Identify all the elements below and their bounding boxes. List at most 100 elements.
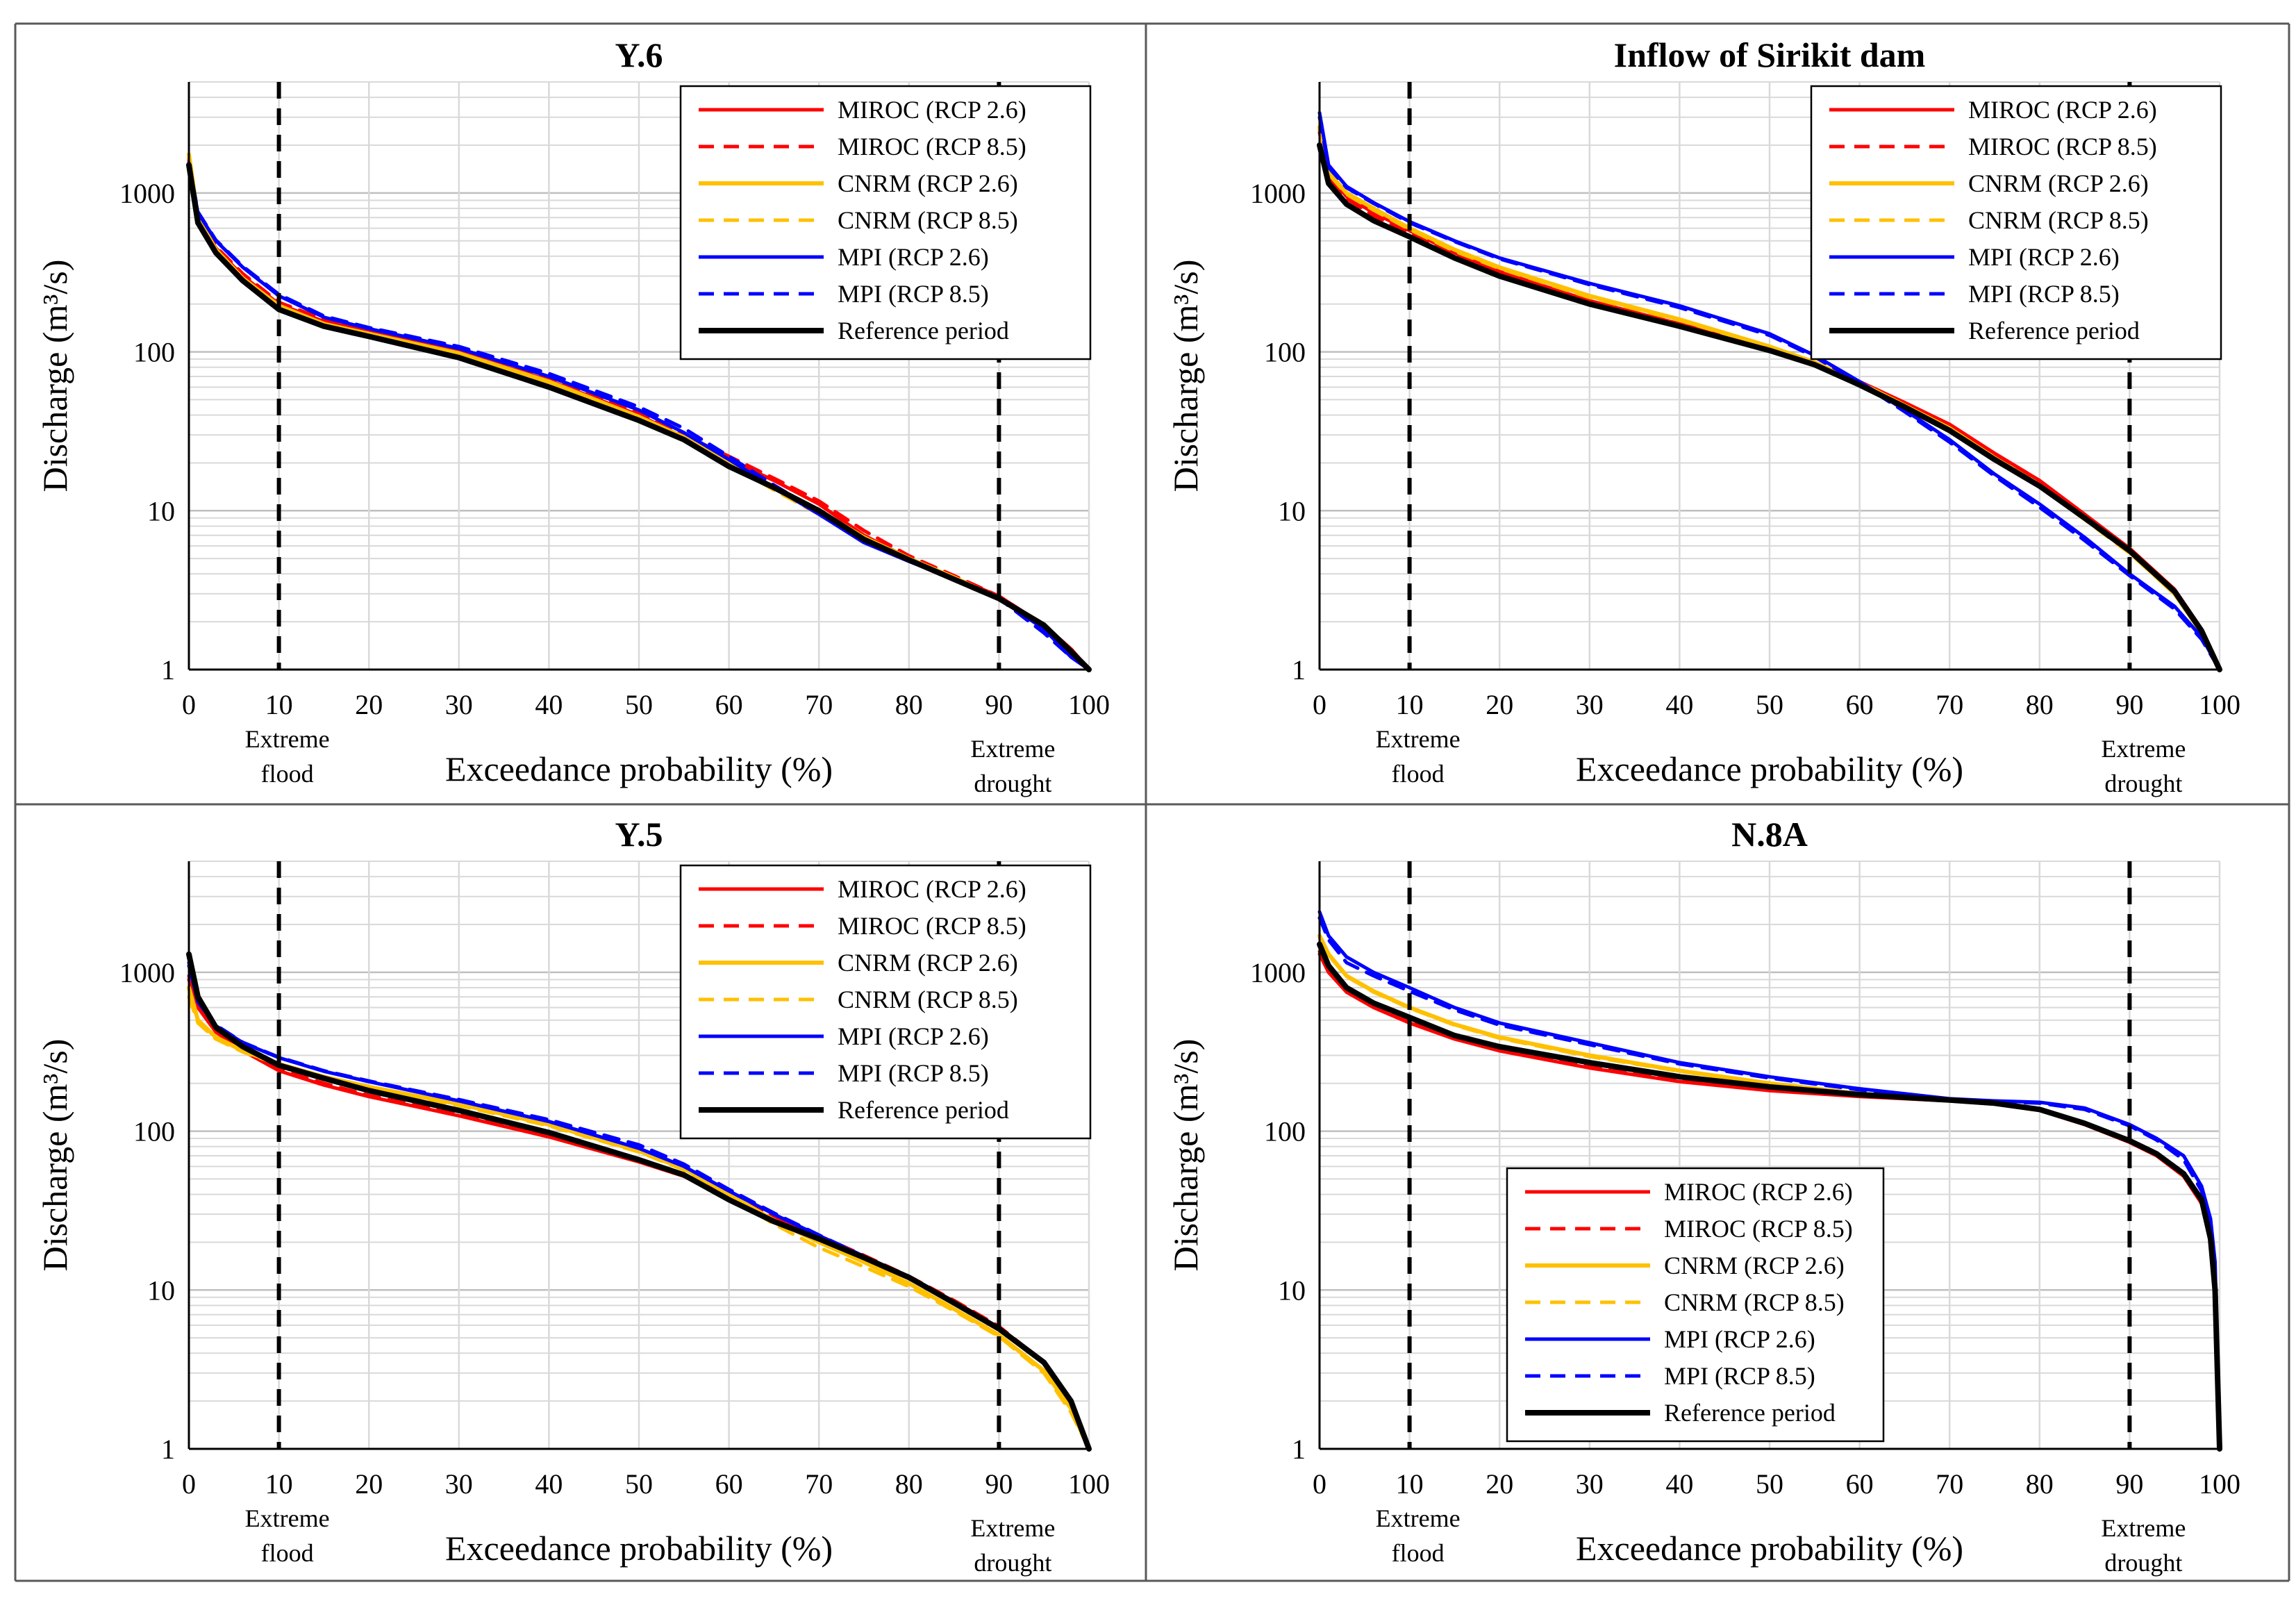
x-tick-label: 90 [2115, 1468, 2143, 1500]
legend-label-cnrm-rcp-2-6: CNRM (RCP 2.6) [1664, 1252, 1845, 1279]
y-tick-label: 100 [133, 1116, 175, 1147]
legend-label-reference-period: Reference period [1968, 317, 2140, 345]
x-tick-label: 20 [355, 689, 383, 720]
y-tick-label: 100 [1264, 337, 1306, 368]
x-tick-label: 60 [1846, 689, 1874, 720]
series-line-reference-period [1317, 142, 2222, 672]
x-axis-label: Exceedance probability (%) [1576, 749, 1963, 788]
x-tick-label: 50 [1756, 689, 1783, 720]
legend-label-miroc-rcp-2-6: MIROC (RCP 2.6) [1664, 1178, 1853, 1206]
x-tick-label: 0 [182, 1468, 196, 1500]
x-tick-label: 40 [535, 689, 563, 720]
y-tick-label: 1000 [119, 178, 175, 209]
y-axis-label: Discharge (m³/s) [35, 1039, 74, 1272]
x-tick-label: 20 [1486, 1468, 1513, 1500]
y-tick-label: 1 [1292, 654, 1306, 686]
x-tick-label: 0 [182, 689, 196, 720]
y-tick-label: 1000 [1250, 178, 1306, 209]
annotation-label-line2: flood [1392, 760, 1445, 788]
chart-panel-y-5: 0 10 20 30 40 50 60 70 80 90 1001101001000Extremef… [35, 815, 1110, 1577]
x-tick-label: 20 [1486, 689, 1513, 720]
chart-panel-y-6: 0 10 20 30 40 50 60 70 80 90 1001101001000Extremef… [35, 35, 1110, 797]
x-tick-label: 100 [2199, 689, 2240, 720]
legend-label-mpi-rcp-2-6: MPI (RCP 2.6) [1968, 243, 2120, 271]
annotation-label-line1: Extreme [970, 1514, 1055, 1542]
legend-label-mpi-rcp-8-5: MPI (RCP 8.5) [838, 280, 989, 308]
x-tick-label: 80 [2026, 1468, 2054, 1500]
annotation-label-line1: Extreme [970, 735, 1055, 763]
x-tick-label: 60 [715, 1468, 743, 1500]
annotation-label-line1: Extreme [1376, 1504, 1461, 1532]
annotation-label-line1: Extreme [245, 1504, 330, 1532]
x-tick-label: 70 [805, 1468, 833, 1500]
annotation-label-line1: Extreme [2101, 735, 2186, 763]
y-axis-label: Discharge (m³/s) [1166, 1039, 1205, 1272]
annotation-label-line1: Extreme [2101, 1514, 2186, 1542]
legend: MIROC (RCP 2.6) MIROC (RCP 8.5) CNRM (RCP … [1506, 1167, 1885, 1443]
y-axis-label: Discharge (m³/s) [1166, 260, 1205, 492]
legend-label-cnrm-rcp-8-5: CNRM (RCP 8.5) [838, 206, 1018, 234]
series-line-miroc-rcp-8-5 [187, 156, 1091, 672]
legend-label-cnrm-rcp-2-6: CNRM (RCP 2.6) [838, 169, 1018, 197]
legend-label-miroc-rcp-8-5: MIROC (RCP 8.5) [1968, 133, 2157, 160]
x-tick-label: 90 [2115, 689, 2143, 720]
legend-box [679, 85, 1092, 360]
x-tick-label: 70 [805, 689, 833, 720]
x-tick-label: 60 [1846, 1468, 1874, 1500]
legend-box [1810, 85, 2222, 360]
x-axis-label: Exceedance probability (%) [1576, 1529, 1963, 1568]
legend-label-mpi-rcp-8-5: MPI (RCP 8.5) [1968, 280, 2120, 308]
x-tick-label: 60 [715, 689, 743, 720]
series-line-reference-period [186, 951, 1092, 1452]
x-tick-label: 30 [1576, 689, 1604, 720]
legend-box [1506, 1167, 1885, 1443]
x-tick-label: 30 [445, 689, 473, 720]
series-line-cnrm-rcp-8-5 [187, 995, 1091, 1451]
x-tick-label: 40 [535, 1468, 563, 1500]
x-tick-label: 40 [1665, 689, 1693, 720]
series-line-reference-period [1317, 941, 2222, 1452]
x-tick-label: 50 [625, 689, 653, 720]
legend-label-miroc-rcp-2-6: MIROC (RCP 2.6) [838, 875, 1026, 903]
x-tick-label: 0 [1313, 689, 1326, 720]
annotation-label-line2: drought [2104, 1549, 2182, 1577]
y-tick-label: 1000 [1250, 957, 1306, 988]
legend-label-mpi-rcp-8-5: MPI (RCP 8.5) [1664, 1362, 1815, 1390]
annotation-label-line2: flood [1392, 1539, 1445, 1567]
legend-label-miroc-rcp-2-6: MIROC (RCP 2.6) [838, 96, 1026, 124]
legend-label-cnrm-rcp-2-6: CNRM (RCP 2.6) [838, 949, 1018, 977]
annotation-label-line2: flood [261, 1539, 314, 1567]
x-tick-label: 80 [895, 689, 923, 720]
y-tick-label: 10 [1278, 1275, 1306, 1306]
y-tick-label: 1 [161, 1434, 175, 1465]
x-tick-label: 80 [895, 1468, 923, 1500]
annotation-label-line2: drought [974, 1549, 1051, 1577]
x-tick-label: 50 [1756, 1468, 1783, 1500]
legend-label-miroc-rcp-8-5: MIROC (RCP 8.5) [1664, 1215, 1853, 1243]
x-tick-label: 0 [1313, 1468, 1326, 1500]
legend-label-mpi-rcp-2-6: MPI (RCP 2.6) [838, 1022, 989, 1050]
x-tick-label: 70 [1936, 689, 1963, 720]
x-tick-label: 10 [265, 689, 293, 720]
y-tick-label: 1 [1292, 1434, 1306, 1465]
x-tick-label: 90 [985, 689, 1013, 720]
series-line-mpi-rcp-8-5 [1317, 916, 2222, 1451]
y-tick-label: 100 [133, 337, 175, 368]
y-axis-label: Discharge (m³/s) [35, 260, 74, 492]
legend-label-reference-period: Reference period [838, 1096, 1009, 1124]
chart-title: Y.5 [615, 815, 663, 854]
x-tick-label: 90 [985, 1468, 1013, 1500]
x-tick-label: 20 [355, 1468, 383, 1500]
x-tick-label: 100 [1068, 1468, 1110, 1500]
x-tick-label: 40 [1665, 1468, 1693, 1500]
legend-label-miroc-rcp-2-6: MIROC (RCP 2.6) [1968, 96, 2157, 124]
legend-label-mpi-rcp-2-6: MPI (RCP 2.6) [1664, 1325, 1815, 1353]
x-tick-label: 10 [265, 1468, 293, 1500]
annotation-label-line2: flood [261, 760, 314, 788]
x-tick-label: 10 [1396, 689, 1424, 720]
legend: MIROC (RCP 2.6) MIROC (RCP 8.5) CNRM (RCP … [679, 85, 1092, 360]
x-tick-label: 30 [445, 1468, 473, 1500]
legend-label-reference-period: Reference period [838, 317, 1009, 345]
x-tick-label: 100 [1068, 689, 1110, 720]
